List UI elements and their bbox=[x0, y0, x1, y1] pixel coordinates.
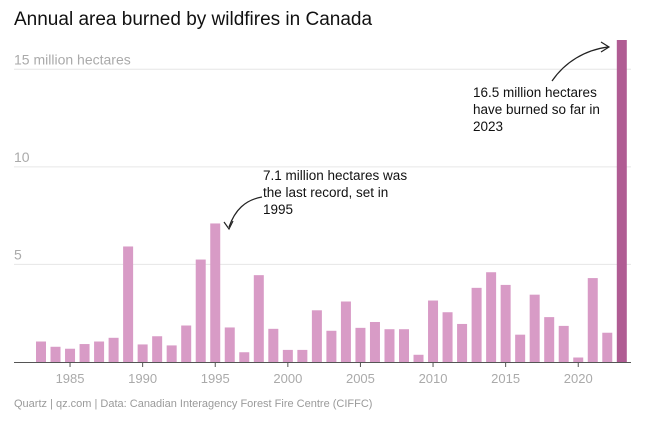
bar-1986 bbox=[79, 344, 90, 362]
bar-2010 bbox=[428, 300, 439, 362]
arrow-1995 bbox=[228, 196, 263, 228]
bar-2000 bbox=[282, 349, 293, 362]
x-tick-label: 1985 bbox=[56, 371, 85, 386]
bar-2015 bbox=[500, 284, 511, 362]
x-tick-label: 2005 bbox=[346, 371, 375, 386]
x-tick-labels: 1985 1990 1995 2000 2005 2010 2015 2020 bbox=[56, 362, 593, 386]
bar-1998 bbox=[253, 275, 264, 362]
x-tick-label: 2010 bbox=[419, 371, 448, 386]
bar-2002 bbox=[311, 310, 322, 362]
arrowhead-1995-icon bbox=[223, 220, 234, 231]
bar-1997 bbox=[239, 352, 250, 362]
bar-2011 bbox=[442, 312, 453, 362]
bar-2014 bbox=[486, 272, 497, 362]
arrow-2023 bbox=[551, 46, 609, 82]
bar-1999 bbox=[268, 328, 279, 362]
arrowhead-2023-icon bbox=[600, 41, 611, 53]
bar-2003 bbox=[326, 330, 337, 362]
bar-1985 bbox=[65, 348, 76, 362]
source-note: Quartz | qz.com | Data: Canadian Interag… bbox=[14, 398, 373, 410]
bar-2008 bbox=[399, 329, 409, 362]
bar-2023 bbox=[616, 40, 627, 362]
x-tick-label: 2015 bbox=[491, 371, 520, 386]
x-tick-label: 1995 bbox=[201, 371, 230, 386]
bar-1989 bbox=[123, 246, 134, 362]
x-tick-label: 1990 bbox=[128, 371, 157, 386]
bars bbox=[36, 40, 627, 362]
bar-1991 bbox=[152, 336, 163, 362]
bar-1987 bbox=[94, 341, 105, 362]
y-tick-label: 15 million hectares bbox=[14, 51, 131, 67]
bar-1992 bbox=[166, 345, 177, 362]
annotation-arrows bbox=[223, 41, 611, 231]
bar-2005 bbox=[355, 327, 366, 362]
bar-2019 bbox=[558, 325, 569, 362]
annotation-1995: 7.1 million hectares was the last record… bbox=[263, 168, 408, 217]
bar-2021 bbox=[587, 278, 598, 362]
bar-2001 bbox=[297, 349, 308, 362]
y-tick-label: 5 bbox=[14, 246, 22, 262]
bar-1988 bbox=[108, 337, 119, 362]
bar-2020 bbox=[573, 357, 584, 362]
bar-2022 bbox=[602, 332, 613, 362]
annotation-2023: 16.5 million hectares have burned so far… bbox=[473, 85, 600, 134]
bar-1996 bbox=[224, 327, 235, 362]
y-tick-labels: 5 10 15 million hectares bbox=[14, 51, 131, 262]
bar-2006 bbox=[369, 321, 380, 362]
bar-2012 bbox=[457, 323, 468, 362]
bar-2013 bbox=[471, 287, 482, 362]
bar-1994 bbox=[195, 259, 206, 362]
bar-1983 bbox=[36, 341, 46, 362]
bar-1990 bbox=[137, 344, 148, 362]
bar-2007 bbox=[384, 329, 395, 362]
grid-lines bbox=[14, 68, 631, 265]
bar-1984 bbox=[50, 346, 61, 362]
chart-title: Annual area burned by wildfires in Canad… bbox=[14, 9, 373, 30]
x-tick-label: 2020 bbox=[564, 371, 593, 386]
y-tick-label: 10 bbox=[14, 149, 30, 165]
x-tick-label: 2000 bbox=[273, 371, 302, 386]
bar-2004 bbox=[340, 301, 351, 362]
bar-2009 bbox=[413, 354, 424, 362]
bar-2018 bbox=[544, 317, 555, 362]
bar-2017 bbox=[529, 294, 540, 362]
bar-1993 bbox=[181, 325, 192, 362]
bar-1995 bbox=[210, 223, 221, 362]
bar-2016 bbox=[515, 334, 526, 362]
